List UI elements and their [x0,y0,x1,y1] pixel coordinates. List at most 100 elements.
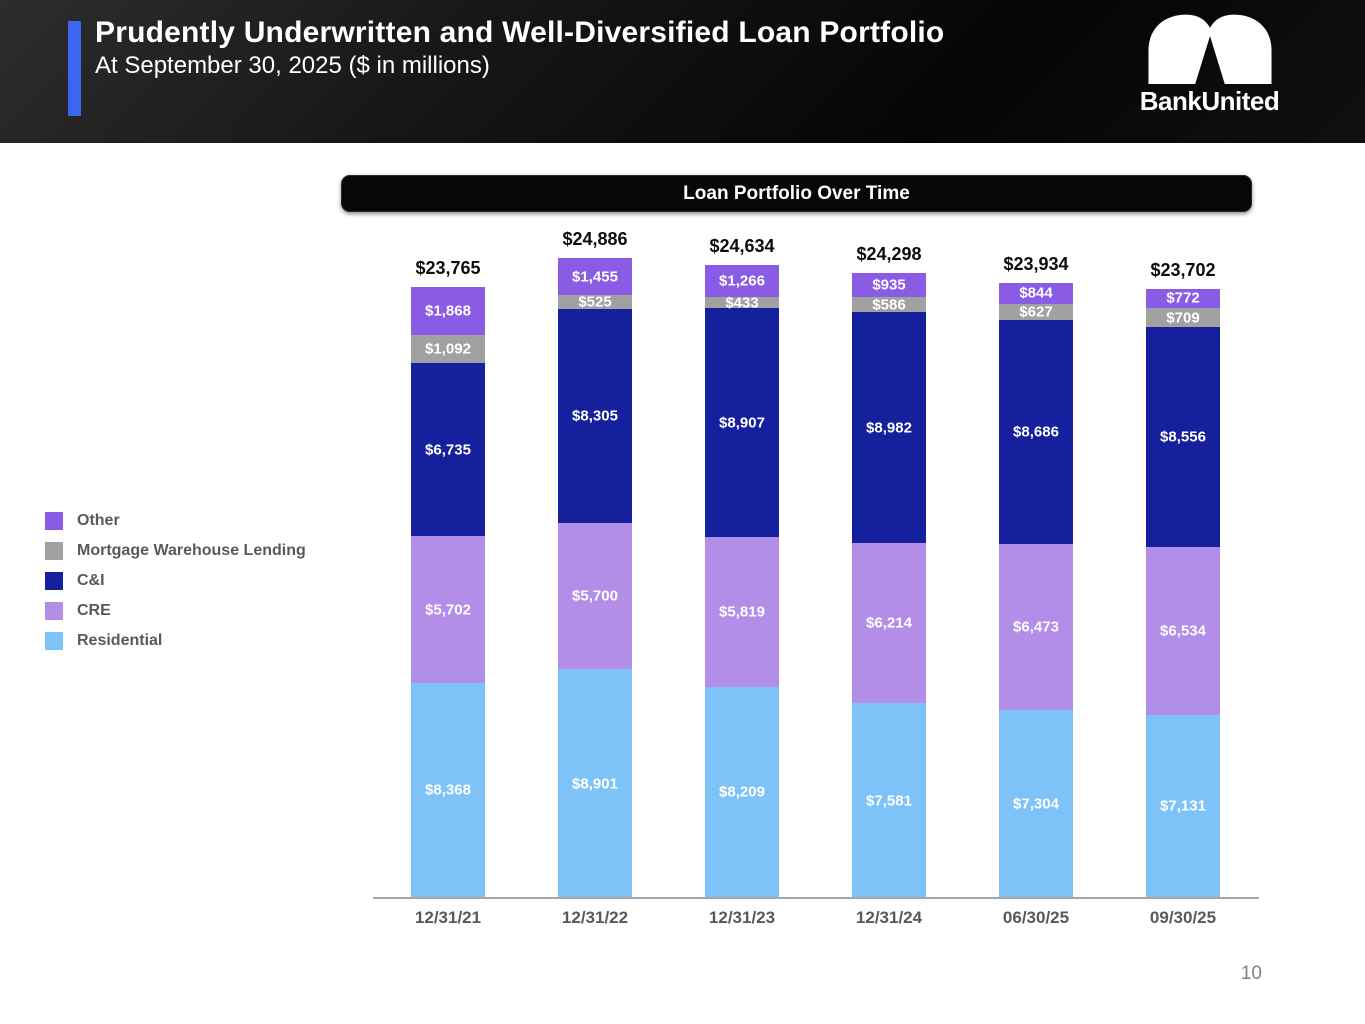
segment-other: $935 [852,273,926,298]
bankunited-logo: BankUnited [1132,10,1287,117]
x-tick-12-31-22: 12/31/22 [561,908,629,927]
segment-mortgage-warehouse-lending: $709 [1146,308,1220,327]
segment-c-i: $8,686 [999,320,1073,544]
segment-value-label: $6,473 [1013,618,1059,636]
header: Prudently Underwritten and Well-Diversif… [0,0,1365,143]
legend-swatch-cre [45,602,63,620]
segment-other: $1,868 [411,286,485,335]
x-tick-12-31-21: 12/31/21 [414,908,482,927]
segment-residential: $8,901 [558,669,632,898]
legend-item-other: Other [45,506,306,536]
segment-value-label: $8,305 [572,407,618,425]
legend-swatch-other [45,512,63,530]
accent-bar [68,21,81,116]
legend-item-cre: CRE [45,596,306,626]
segment-value-label: $8,982 [866,419,912,437]
chart-title-label: Loan Portfolio Over Time [683,182,910,204]
segment-value-label: $6,214 [866,614,912,632]
bar-12-31-22: $24,886 $1,455 $525 $8,305 $5,700 $8,901 [558,198,632,898]
segment-value-label: $8,209 [719,783,765,801]
segment-value-label: $627 [1019,303,1053,321]
segment-c-i: $6,735 [411,363,485,537]
legend-item-c-i: C&I [45,566,306,596]
segment-value-label: $772 [1166,289,1200,307]
bar-stack: $1,455 $525 $8,305 $5,700 $8,901 [558,258,632,898]
segment-value-label: $6,534 [1160,622,1206,640]
segment-value-label: $935 [872,276,906,294]
segment-value-label: $6,735 [425,441,471,459]
legend-swatch-mortgage-warehouse-lending [45,542,63,560]
bankunited-arches-icon [1132,10,1287,84]
segment-mortgage-warehouse-lending: $433 [705,294,779,312]
bar-total-label: $23,702 [1150,259,1216,280]
bars-row: $23,765 $1,868 $1,092 $6,735 $5,702 $8,368 $24… [411,198,1220,898]
segment-value-label: $433 [725,294,759,312]
segment-value-label: $8,907 [719,414,765,432]
segment-value-label: $8,556 [1160,428,1206,446]
page-number: 10 [1240,963,1262,984]
segment-other: $1,455 [558,258,632,296]
segment-value-label: $525 [578,293,612,311]
bar-stack: $1,266 $433 $8,907 $5,819 $8,209 [705,264,779,898]
segment-value-label: $8,368 [425,781,471,799]
legend-swatch-residential [45,632,63,650]
segment-value-label: $7,304 [1013,795,1059,813]
x-tick-09-30-25: 09/30/25 [1149,908,1217,927]
segment-other: $772 [1146,288,1220,309]
x-tick-12-31-23: 12/31/23 [708,908,776,927]
bar-09-30-25: $23,702 $772 $709 $8,556 $6,534 $7,131 [1146,198,1220,898]
segment-value-label: $709 [1166,309,1200,327]
segment-cre: $5,702 [411,536,485,683]
x-axis-line [373,897,1259,899]
legend-label: Other [77,512,120,529]
bar-stack: $772 $709 $8,556 $6,534 $7,131 [1146,288,1220,898]
segment-c-i: $8,305 [558,308,632,523]
bankunited-logo-text: BankUnited [1139,86,1280,116]
segment-cre: $6,534 [1146,546,1220,715]
segment-mortgage-warehouse-lending: $627 [999,303,1073,321]
segment-mortgage-warehouse-lending: $1,092 [411,334,485,364]
segment-value-label: $7,581 [866,792,912,809]
bar-06-30-25: $23,934 $844 $627 $8,686 $6,473 $7,304 [999,198,1073,898]
legend-swatch-c-i [45,572,63,590]
bar-12-31-21: $23,765 $1,868 $1,092 $6,735 $5,702 $8,368 [411,198,485,898]
segment-value-label: $844 [1019,284,1053,302]
page-title: Prudently Underwritten and Well-Diversif… [95,16,945,49]
segment-other: $844 [999,282,1073,305]
segment-cre: $5,819 [705,537,779,687]
x-tick-12-31-24: 12/31/24 [855,908,923,927]
legend-item-mortgage-warehouse-lending: Mortgage Warehouse Lending [45,536,306,566]
bar-12-31-23: $24,634 $1,266 $433 $8,907 $5,819 $8,209 [705,198,779,898]
segment-cre: $5,700 [558,522,632,670]
segment-cre: $6,214 [852,543,926,703]
x-tick-06-30-25: 06/30/25 [1002,908,1070,927]
bar-stack: $935 $586 $8,982 $6,214 $7,581 [852,273,926,898]
bar-total-label: $24,298 [856,244,922,265]
bar-stack: $1,868 $1,092 $6,735 $5,702 $8,368 [411,286,485,898]
segment-value-label: $8,901 [572,775,618,793]
segment-c-i: $8,982 [852,312,926,544]
segment-residential: $7,304 [999,710,1073,898]
bar-total-label: $23,934 [1003,253,1069,274]
segment-value-label: $1,455 [572,268,618,286]
segment-value-label: $5,702 [425,601,471,619]
segment-residential: $8,209 [705,686,779,898]
segment-value-label: $1,266 [719,272,765,290]
legend-label: Mortgage Warehouse Lending [77,542,306,559]
chart-legend: Other Mortgage Warehouse Lending C&I CRE Res… [45,506,306,656]
legend-label: Residential [77,632,163,649]
legend-label: C&I [77,572,105,589]
segment-value-label: $5,700 [572,587,618,605]
page-subtitle: At September 30, 2025 ($ in millions) [95,52,490,79]
segment-value-label: $1,868 [425,302,471,320]
bar-12-31-24: $24,298 $935 $586 $8,982 $6,214 $7,581 [852,198,926,898]
header-text: Prudently Underwritten and Well-Diversif… [95,16,1035,79]
segment-residential: $7,131 [1146,714,1220,898]
segment-c-i: $8,556 [1146,326,1220,547]
segment-value-label: $1,092 [425,340,471,358]
legend-label: CRE [77,602,111,619]
bar-total-label: $24,634 [709,235,775,256]
segment-residential: $7,581 [852,703,926,898]
